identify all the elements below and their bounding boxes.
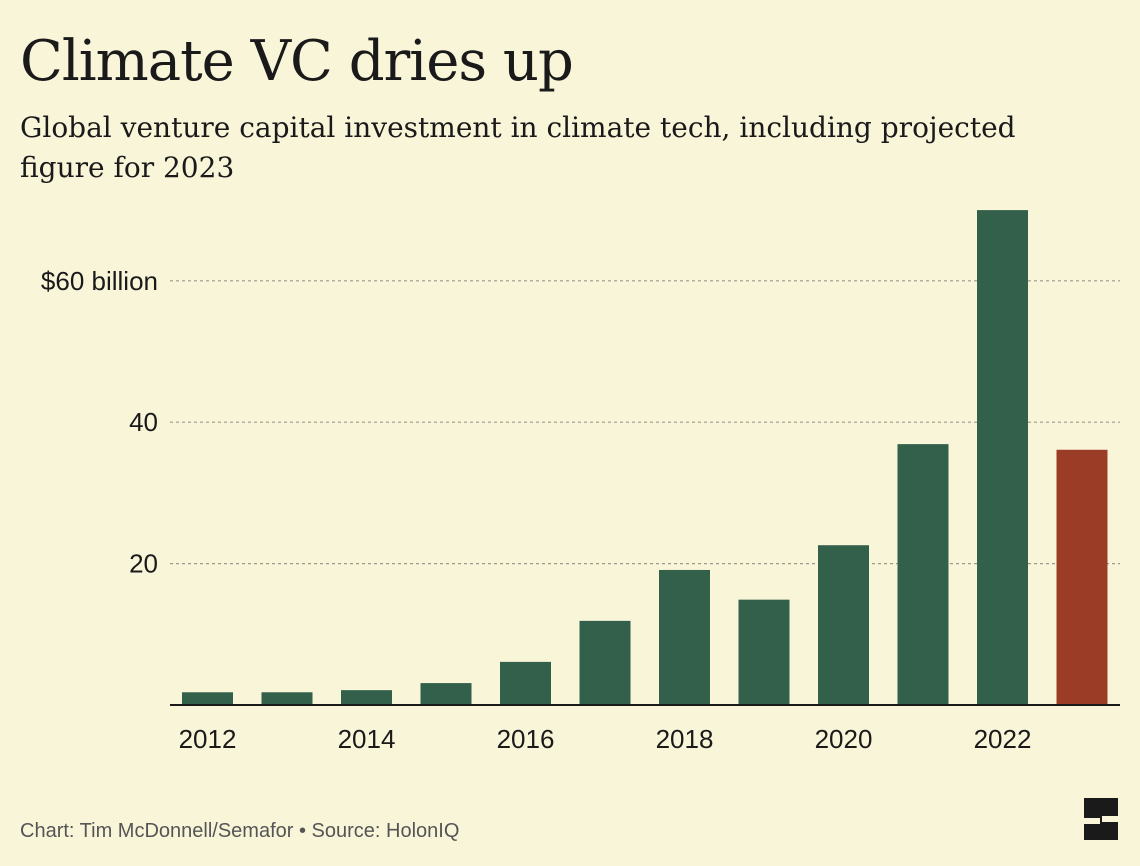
bar	[738, 599, 790, 705]
x-tick-label: 2016	[497, 724, 555, 754]
x-tick-label: 2022	[974, 724, 1032, 754]
bar	[659, 569, 710, 705]
chart-title: Climate VC dries up	[20, 29, 574, 94]
bar	[261, 692, 313, 705]
tick-labels: 20 40 $60 billion 2012 2014 2016 2018 2020 2022	[41, 266, 1032, 754]
bar	[818, 545, 869, 705]
bar	[420, 683, 472, 705]
bar	[341, 690, 392, 705]
bar	[500, 661, 551, 705]
source-credit: Chart: Tim McDonnell/Semafor • Source: H…	[20, 820, 460, 842]
semafor-logo-icon	[1084, 798, 1118, 840]
gridlines	[170, 280, 1120, 565]
x-tick-label: 2014	[338, 724, 396, 754]
bar	[182, 692, 233, 705]
projected-bar	[1056, 449, 1108, 705]
bar	[579, 620, 631, 705]
y-tick-label: 40	[129, 407, 158, 437]
x-tick-label: 2012	[179, 724, 237, 754]
bar	[977, 210, 1028, 705]
bar-chart: 20 40 $60 billion 2012 2014 2016 2018 2020 2022	[41, 210, 1120, 754]
y-tick-label: $60 billion	[41, 266, 158, 296]
bars	[182, 210, 1108, 705]
chart-subtitle: Global venture capital investment in cli…	[20, 111, 1016, 184]
x-tick-label: 2020	[815, 724, 873, 754]
bar	[897, 444, 949, 705]
y-tick-label: 20	[129, 549, 158, 579]
x-tick-label: 2018	[656, 724, 714, 754]
